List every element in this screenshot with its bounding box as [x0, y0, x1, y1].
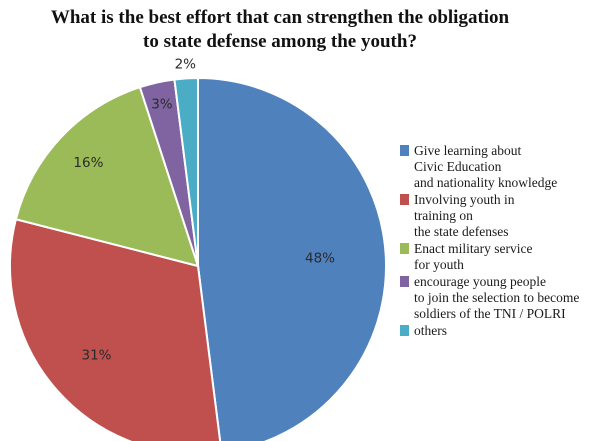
slice-label-civic-education: 48%	[305, 250, 335, 266]
legend-label-line: Involving youth in	[414, 192, 515, 207]
legend-item-training: Involving youth in training on the state…	[400, 192, 610, 240]
legend-swatch	[400, 194, 409, 205]
legend-item-civic-education: Give learning about Civic Education and …	[400, 143, 610, 191]
legend-label-line: others	[414, 323, 447, 338]
chart-title: What is the best effort that can strengt…	[0, 6, 560, 54]
pie-slice-others	[173, 76, 199, 267]
chart-title-line-1: What is the best effort that can strengt…	[50, 7, 510, 28]
slice-label-training: 31%	[81, 348, 111, 364]
legend-label-line: training on	[414, 208, 473, 223]
legend-label-line: to join the selection to become	[414, 290, 580, 305]
slice-label-military-service: 16%	[73, 155, 103, 171]
legend-label-line: soldiers of the TNI / POLRI	[414, 306, 566, 321]
pie-slice-military-service	[14, 85, 200, 268]
legend-label-line: and nationality knowledge	[414, 175, 558, 190]
slice-label-tni-polri: 3%	[151, 97, 173, 113]
legend-label-line: encourage young people	[414, 274, 546, 289]
legend-label-line: for youth	[414, 257, 464, 272]
legend: Give learning about Civic Education and …	[400, 143, 610, 340]
legend-swatch	[400, 276, 409, 287]
legend-item-military-service: Enact military service for youth	[400, 241, 610, 273]
legend-label-line: the state defenses	[414, 224, 509, 239]
pie-slice-civic-education	[197, 76, 388, 441]
pie-slice-training	[9, 218, 222, 441]
legend-item-others: others	[400, 323, 610, 339]
legend-label-line: Enact military service	[414, 241, 533, 256]
legend-item-tni-polri: encourage young people to join the selec…	[400, 274, 610, 322]
chart-title-line-2: to state defense among the youth?	[143, 31, 417, 52]
legend-swatch	[400, 243, 409, 254]
slice-label-others: 2%	[175, 56, 197, 72]
legend-swatch	[400, 325, 409, 336]
legend-label-line: Give learning about	[414, 143, 522, 158]
legend-swatch	[400, 145, 409, 156]
legend-label-line: Civic Education	[414, 159, 502, 174]
